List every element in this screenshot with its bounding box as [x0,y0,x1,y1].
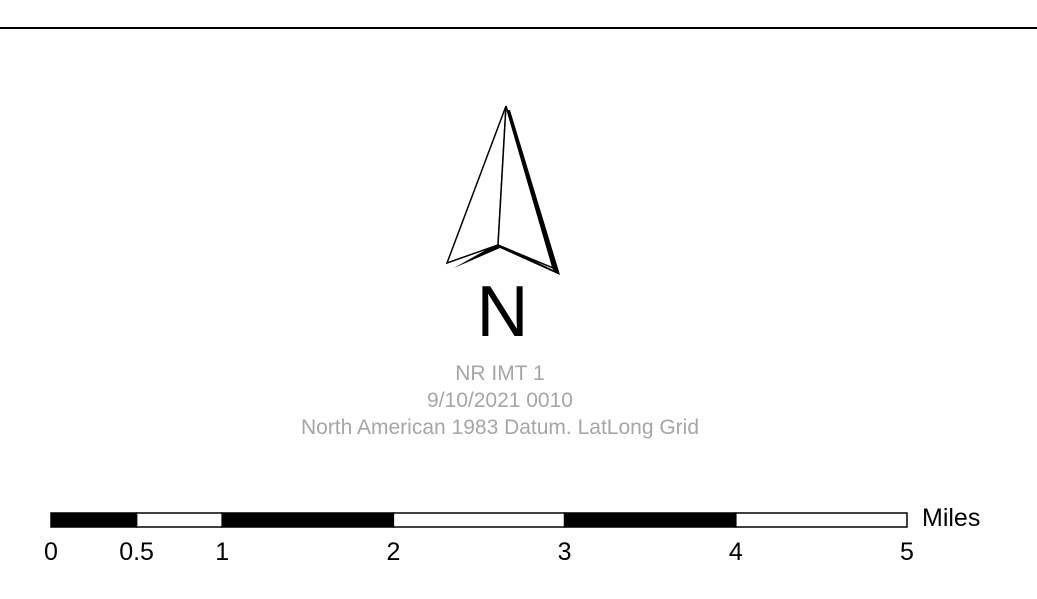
scale-tick-label: 4 [728,538,743,566]
scale-segment [221,512,395,528]
scale-bar: 0 0.5 1 2 3 4 5 Miles [0,500,1037,580]
scale-segment [135,512,223,528]
scale-tick-label: 1 [215,538,230,566]
scale-segment [735,512,908,528]
north-arrow-right-half [497,105,555,270]
scale-segment [392,512,566,528]
north-arrow-icon [445,105,560,275]
north-arrow-left-half [445,105,507,265]
map-title: NR IMT 1 [455,362,545,385]
map-datum: North American 1983 Datum. LatLong Grid [300,416,700,439]
scale-segment [563,512,737,528]
scale-tick-label: 5 [900,538,914,566]
scale-unit-label: Miles [922,504,981,532]
map-info-block: NR IMT 1 9/10/2021 0010 North American 1… [200,360,800,441]
scale-tick-label: 0.5 [119,538,154,566]
scale-tick-label: 2 [386,538,401,566]
scale-tick-label: 3 [557,538,572,566]
scale-segment [50,512,138,528]
scale-bar-graphic [50,512,908,528]
top-border-line [0,27,1037,29]
north-letter: N [476,272,529,352]
map-datetime: 9/10/2021 0010 [427,389,573,412]
scale-tick-label: 0 [44,538,58,566]
